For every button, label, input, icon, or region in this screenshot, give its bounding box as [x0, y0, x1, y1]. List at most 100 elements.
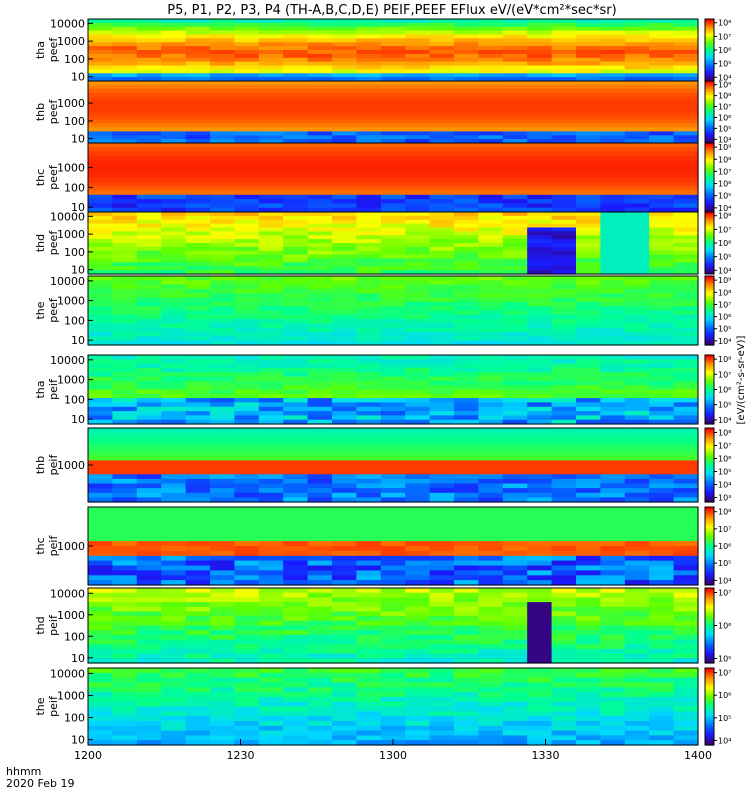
heatmap-cell — [283, 22, 309, 28]
heatmap-cell — [600, 227, 626, 232]
heatmap-cell — [454, 246, 479, 252]
heatmap-cell — [478, 160, 504, 166]
heatmap-cell — [454, 50, 479, 55]
heatmap-cell — [405, 306, 431, 312]
heatmap-cell — [161, 115, 187, 121]
colorbar-segment — [705, 603, 714, 606]
colorbar-segment — [705, 179, 714, 182]
colorbar-segment — [705, 548, 714, 551]
heatmap-cell — [307, 620, 333, 627]
heatmap-cell — [283, 69, 309, 74]
heatmap-cell — [576, 672, 601, 679]
heatmap-cell — [624, 301, 650, 307]
heatmap-cell — [429, 437, 455, 443]
colorbar-segment — [705, 411, 714, 415]
heatmap-cell — [673, 123, 699, 129]
colorbar-segment — [705, 36, 714, 39]
heatmap-cell — [332, 398, 357, 403]
heatmap-cell — [673, 541, 699, 547]
heatmap-cell — [136, 385, 162, 391]
colorbar-segment — [705, 212, 714, 215]
heatmap-cell — [283, 492, 309, 498]
heatmap-cell — [551, 460, 577, 466]
heatmap-cell — [210, 235, 235, 240]
colorbar-segment — [705, 625, 714, 628]
heatmap-cell — [405, 451, 431, 457]
heatmap-cell — [600, 455, 626, 461]
heatmap-cell — [88, 521, 113, 528]
heatmap-cell — [649, 363, 675, 369]
heatmap-cell — [576, 199, 601, 204]
heatmap-cell — [234, 194, 260, 200]
colorbar-segment — [705, 583, 714, 586]
colorbar-segment — [705, 459, 714, 462]
heatmap-cell — [234, 419, 260, 425]
heatmap-cell — [502, 385, 528, 391]
heatmap-cell — [673, 115, 699, 121]
heatmap-cell — [210, 61, 235, 67]
heatmap-cell — [161, 376, 187, 382]
heatmap-cell — [185, 380, 211, 386]
heatmap-cell — [624, 606, 650, 613]
heatmap-cell — [185, 402, 211, 408]
heatmap-cell — [429, 653, 455, 659]
heatmap-cell — [405, 415, 431, 421]
heatmap-cell — [576, 104, 601, 109]
heatmap-cell — [356, 740, 382, 746]
heatmap-cell — [429, 108, 455, 113]
heatmap-cell — [502, 672, 528, 679]
heatmap-cell — [380, 50, 406, 55]
heatmap-cell — [112, 306, 138, 312]
heatmap-cell — [136, 597, 162, 603]
heatmap-cell — [380, 478, 406, 485]
heatmap-cell — [673, 288, 699, 294]
heatmap-cell — [624, 625, 650, 631]
heatmap-cell — [112, 199, 138, 204]
heatmap-cell — [185, 266, 211, 271]
heatmap-cell — [649, 735, 675, 741]
heatmap-cell — [307, 306, 333, 312]
heatmap-cell — [307, 223, 333, 229]
heatmap-cell — [527, 411, 553, 416]
heatmap-cell — [283, 53, 309, 59]
heatmap-cell — [234, 402, 260, 408]
heatmap-cell — [356, 653, 382, 659]
heatmap-cell — [649, 625, 675, 631]
heatmap-cell — [332, 155, 357, 161]
heatmap-cell — [210, 26, 235, 32]
heatmap-cell — [551, 359, 577, 365]
heatmap-cell — [502, 706, 528, 712]
heatmap-cell — [527, 575, 553, 581]
heatmap-cell — [649, 488, 675, 494]
heatmap-cell — [88, 194, 113, 200]
colorbar-tick-label: 10⁵ — [718, 401, 731, 410]
heatmap-cell — [624, 516, 650, 523]
heatmap-cell — [478, 123, 504, 129]
heatmap-cell — [112, 546, 138, 552]
colorbar-segment — [705, 324, 714, 327]
heatmap-cell — [673, 639, 699, 645]
heatmap-cell — [112, 465, 138, 471]
heatmap-cell — [502, 446, 528, 452]
heatmap-cell — [136, 235, 162, 240]
heatmap-cell — [551, 168, 577, 174]
heatmap-cell — [405, 478, 431, 485]
heatmap-cell — [673, 177, 699, 183]
heatmap-cell — [624, 648, 650, 655]
heatmap-cell — [429, 50, 455, 55]
colorbar-segment — [705, 636, 714, 640]
heatmap-cell — [478, 634, 504, 641]
heatmap-cell — [258, 735, 284, 741]
colorbar-segment — [705, 230, 714, 233]
heatmap-cell — [405, 297, 431, 303]
heatmap-cell — [649, 668, 675, 674]
heatmap-cell — [234, 560, 260, 567]
colorbar-segment — [705, 235, 714, 238]
colorbar-segment — [705, 221, 714, 224]
colorbar-segment — [705, 276, 714, 279]
heatmap-cell — [136, 441, 162, 448]
heatmap-cell — [527, 658, 553, 664]
heatmap-cell — [283, 469, 309, 475]
heatmap-cell — [454, 376, 479, 382]
